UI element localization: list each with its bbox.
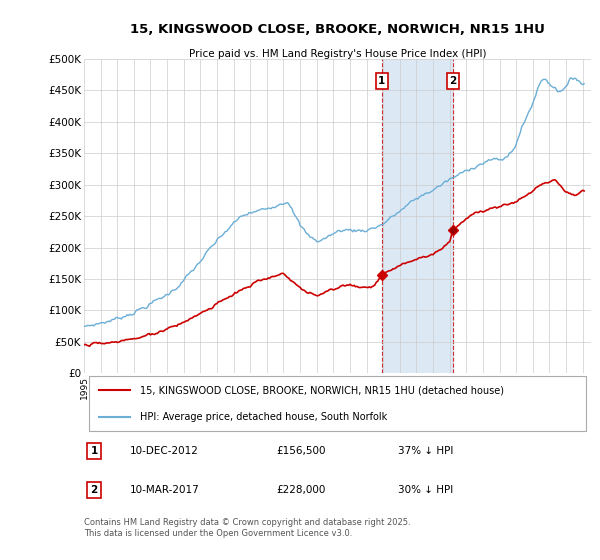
Text: HPI: Average price, detached house, South Norfolk: HPI: Average price, detached house, Sout… [140,412,387,422]
Text: 15, KINGSWOOD CLOSE, BROOKE, NORWICH, NR15 1HU: 15, KINGSWOOD CLOSE, BROOKE, NORWICH, NR… [130,23,545,36]
Text: 1: 1 [378,76,386,86]
Text: 2: 2 [449,76,457,86]
Text: Price paid vs. HM Land Registry's House Price Index (HPI): Price paid vs. HM Land Registry's House … [189,49,486,58]
Text: 2: 2 [91,485,98,495]
Text: Contains HM Land Registry data © Crown copyright and database right 2025.
This d: Contains HM Land Registry data © Crown c… [84,519,410,538]
Text: 15, KINGSWOOD CLOSE, BROOKE, NORWICH, NR15 1HU (detached house): 15, KINGSWOOD CLOSE, BROOKE, NORWICH, NR… [140,385,504,395]
Text: 10-MAR-2017: 10-MAR-2017 [130,485,199,495]
Text: 37% ↓ HPI: 37% ↓ HPI [398,446,454,456]
Text: 10-DEC-2012: 10-DEC-2012 [130,446,199,456]
Text: £228,000: £228,000 [277,485,326,495]
FancyBboxPatch shape [89,376,586,431]
Bar [382,59,453,373]
Text: 30% ↓ HPI: 30% ↓ HPI [398,485,454,495]
Text: £156,500: £156,500 [277,446,326,456]
Text: 1: 1 [91,446,98,456]
